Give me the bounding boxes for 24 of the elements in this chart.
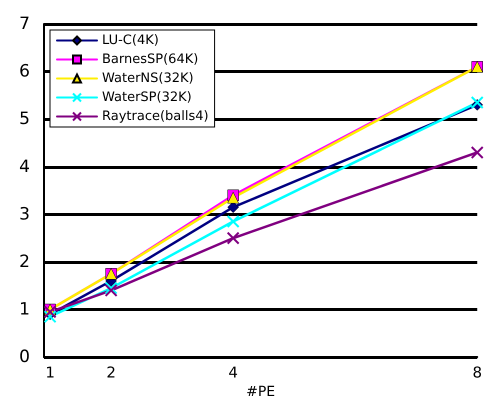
x-tick-label: 2	[106, 364, 116, 382]
y-tick-label: 7	[19, 14, 30, 34]
legend-label: WaterNS(32K)	[102, 71, 194, 86]
x-tick-label: 8	[472, 364, 482, 382]
legend-label: WaterSP(32K)	[102, 90, 192, 105]
x-axis-title: #PE	[246, 384, 276, 400]
point	[226, 232, 240, 245]
y-tick-label: 1	[19, 300, 30, 320]
legend-label: Raytrace(balls4)	[102, 109, 209, 124]
x-tick-label: 4	[228, 364, 238, 382]
y-tick-label: 0	[19, 347, 30, 368]
legend-label: BarnesSP(64K)	[102, 52, 198, 67]
legend-label: LU-C(4K)	[102, 33, 159, 48]
x-tick-label: 1	[45, 364, 55, 382]
y-tick-label: 4	[19, 156, 30, 177]
point	[44, 310, 57, 324]
y-tick-label: 6	[19, 62, 30, 82]
y-tick-label: 5	[19, 109, 30, 130]
point	[470, 96, 484, 110]
point	[44, 305, 57, 318]
y-tick-label: 2	[19, 252, 30, 272]
y-tick-label: 3	[19, 204, 30, 224]
point	[226, 214, 240, 228]
point	[470, 146, 484, 159]
